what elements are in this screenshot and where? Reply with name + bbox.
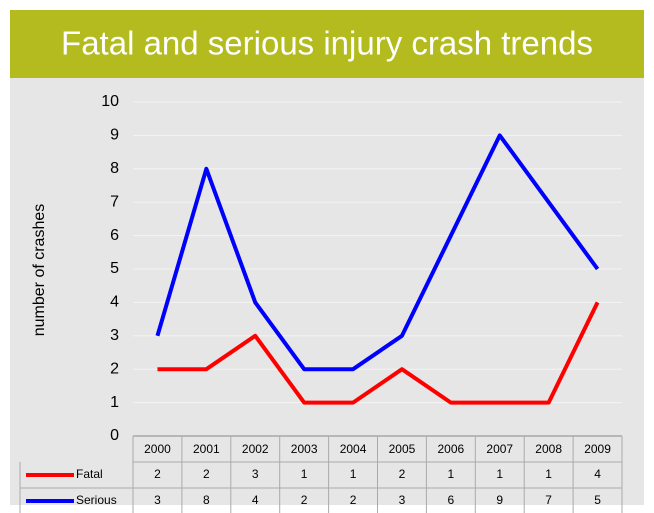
x-tick-label: 2005: [389, 442, 416, 456]
table-cell: 3: [399, 493, 406, 507]
table-cell: 6: [448, 493, 455, 507]
legend-label: Fatal: [76, 467, 103, 481]
x-tick-label: 2007: [486, 442, 513, 456]
table-cell: 2: [154, 467, 161, 481]
table-cell: 2: [399, 467, 406, 481]
y-axis-label: number of crashes: [31, 204, 48, 337]
title-band: [10, 10, 644, 78]
series-line: [157, 301, 600, 405]
x-tick-label: 2003: [291, 442, 318, 456]
x-tick-label: 2004: [340, 442, 367, 456]
x-tick-label: 2001: [193, 442, 220, 456]
y-tick-label: 5: [110, 260, 119, 277]
table-cell: 1: [301, 467, 308, 481]
y-tick-label: 8: [110, 160, 119, 177]
x-tick-label: 2006: [437, 442, 464, 456]
table-cell: 3: [154, 493, 161, 507]
table-cell: 1: [545, 467, 552, 481]
table-cell: 5: [594, 493, 601, 507]
y-tick-label: 2: [110, 360, 119, 377]
x-tick-label: 2000: [144, 442, 171, 456]
table-cell: 9: [496, 493, 503, 507]
y-tick-label: 9: [110, 127, 119, 144]
table-cell: 4: [594, 467, 601, 481]
x-tick-label: 2008: [535, 442, 562, 456]
chart-title: Fatal and serious injury crash trends: [61, 25, 593, 62]
chart-background: [10, 78, 644, 505]
table-cell: 1: [350, 467, 357, 481]
table-cell: 1: [496, 467, 503, 481]
table-cell: 8: [203, 493, 210, 507]
y-tick-label: 0: [110, 427, 119, 444]
series-line: [155, 133, 600, 372]
x-tick-label: 2002: [242, 442, 269, 456]
table-cell: 7: [545, 493, 552, 507]
y-tick-label: 6: [110, 227, 119, 244]
y-tick-label: 10: [101, 93, 119, 110]
x-tick-label: 2009: [584, 442, 611, 456]
table-cell: 3: [252, 467, 259, 481]
table-cell: 2: [350, 493, 357, 507]
y-tick-label: 1: [110, 394, 119, 411]
table-cell: 1: [448, 467, 455, 481]
legend-label: Serious: [76, 493, 117, 507]
y-tick-label: 7: [110, 193, 119, 210]
table-cell: 2: [301, 493, 308, 507]
table-cell: 2: [203, 467, 210, 481]
y-tick-label: 4: [110, 294, 119, 311]
y-tick-label: 3: [110, 327, 119, 344]
table-cell: 4: [252, 493, 259, 507]
